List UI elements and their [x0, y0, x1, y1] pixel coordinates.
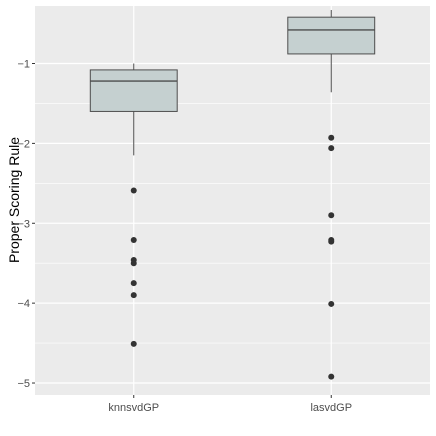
box-iqr	[287, 16, 376, 55]
box-knnsvdGP	[89, 63, 178, 347]
x-tick-label: knnsvdGP	[108, 402, 159, 414]
box-iqr	[89, 69, 178, 112]
outlier-point	[130, 187, 137, 194]
outlier-point	[328, 145, 335, 152]
outlier-point	[328, 134, 335, 141]
outlier-point	[130, 237, 137, 244]
outlier-point	[328, 300, 335, 307]
x-tick-label: lasvdGP	[310, 402, 352, 414]
y-tick-label: −2	[17, 138, 30, 150]
outlier-point	[328, 238, 335, 245]
box-lasvdGP	[287, 9, 376, 380]
outlier-point	[130, 340, 137, 347]
plot-panel	[35, 6, 430, 395]
y-axis-title: Proper Scoring Rule	[6, 137, 22, 263]
y-tick-label: −1	[17, 59, 30, 71]
y-tick-label: −4	[17, 298, 30, 310]
y-tick-label: −3	[17, 218, 30, 230]
outlier-point	[328, 212, 335, 219]
y-axis-ticks: −5 −4 −3 −2 −1	[17, 59, 35, 390]
boxes	[89, 9, 376, 380]
outlier-point	[130, 280, 137, 287]
x-axis-ticks: knnsvdGP lasvdGP	[108, 395, 352, 414]
y-tick-label: −5	[17, 378, 30, 390]
outlier-point	[130, 292, 137, 299]
outlier-point	[328, 373, 335, 380]
outlier-point	[130, 260, 137, 267]
